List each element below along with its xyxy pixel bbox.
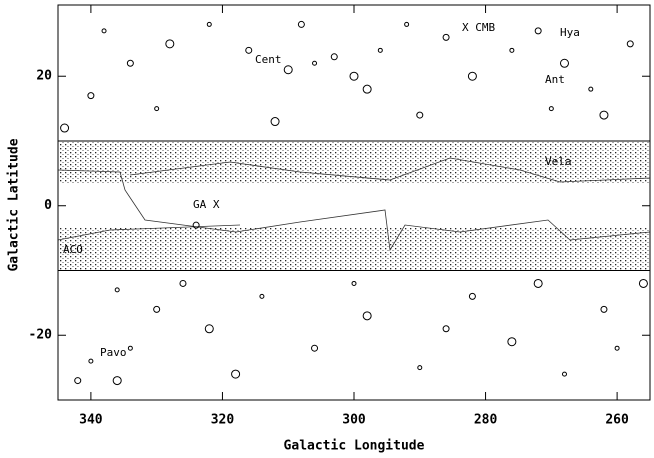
galaxy-point bbox=[231, 369, 241, 379]
y-tick-label: 20 bbox=[36, 69, 52, 84]
galaxy-point bbox=[548, 106, 554, 112]
galaxy-point bbox=[416, 111, 424, 119]
galaxy-point bbox=[533, 278, 543, 288]
galaxy-point bbox=[297, 20, 305, 28]
galaxy-point bbox=[468, 292, 476, 300]
annotation: Cent bbox=[255, 53, 282, 66]
annotation: Ant bbox=[545, 73, 565, 86]
galaxy-point bbox=[588, 86, 594, 92]
annotation: GA X bbox=[193, 198, 220, 211]
x-tick-label: 260 bbox=[605, 413, 629, 428]
galaxy-point bbox=[417, 365, 423, 371]
galaxy-point bbox=[153, 305, 161, 313]
galaxy-point bbox=[442, 33, 450, 41]
x-axis-label: Galactic Longitude bbox=[284, 439, 425, 454]
galaxy-point bbox=[127, 345, 133, 351]
galaxy-point bbox=[114, 287, 120, 293]
y-tick-label: -20 bbox=[29, 328, 53, 343]
galaxy-point bbox=[600, 305, 608, 313]
galaxy-point bbox=[362, 84, 372, 94]
galaxy-point bbox=[283, 65, 293, 75]
galaxy-point bbox=[112, 376, 122, 386]
annotation: Hya bbox=[560, 26, 580, 39]
galaxy-point bbox=[101, 28, 107, 34]
galaxy-point bbox=[311, 344, 319, 352]
dense-band bbox=[58, 228, 650, 270]
galaxy-point bbox=[206, 21, 212, 27]
galaxy-point bbox=[330, 53, 338, 61]
galaxy-point bbox=[467, 71, 477, 81]
galaxy-point bbox=[561, 371, 567, 377]
x-tick-label: 340 bbox=[79, 413, 103, 428]
galaxy-point bbox=[270, 117, 280, 127]
galaxy-point bbox=[312, 60, 318, 66]
galaxy-point bbox=[126, 59, 134, 67]
galaxy-point bbox=[349, 71, 359, 81]
galaxy-point bbox=[87, 92, 95, 100]
plot-frame bbox=[57, 4, 651, 401]
galaxy-point bbox=[509, 47, 515, 53]
dense-band bbox=[58, 141, 650, 183]
y-axis-label: Galactic Latitude bbox=[7, 138, 22, 271]
annotation: ACO bbox=[63, 243, 83, 256]
galaxy-point bbox=[154, 106, 160, 112]
annotation: X CMB bbox=[462, 21, 495, 34]
galaxy-point bbox=[88, 358, 94, 364]
galaxy-point bbox=[534, 27, 542, 35]
galaxy-point bbox=[507, 337, 517, 347]
galaxy-point bbox=[60, 123, 70, 133]
galaxy-point bbox=[559, 58, 569, 68]
x-tick-label: 320 bbox=[211, 413, 235, 428]
galaxy-point bbox=[404, 21, 410, 27]
galaxy-point bbox=[351, 280, 357, 286]
x-tick-label: 300 bbox=[342, 413, 366, 428]
galaxy-point bbox=[638, 278, 648, 288]
galaxy-point bbox=[245, 46, 253, 54]
galaxy-point bbox=[74, 377, 82, 385]
annotation: Vela bbox=[545, 155, 572, 168]
galaxy-point bbox=[614, 345, 620, 351]
galaxy-point bbox=[204, 324, 214, 334]
galaxy-point bbox=[599, 110, 609, 120]
galaxy-point bbox=[259, 293, 265, 299]
galaxy-point bbox=[442, 325, 450, 333]
contour bbox=[57, 157, 651, 252]
galaxy-point bbox=[179, 279, 187, 287]
galaxy-point bbox=[192, 221, 200, 229]
x-tick-label: 280 bbox=[474, 413, 498, 428]
galaxy-point bbox=[626, 40, 634, 48]
galaxy-point bbox=[362, 311, 372, 321]
annotation: Pavo bbox=[100, 346, 127, 359]
galaxy-point bbox=[377, 47, 383, 53]
y-tick-label: 0 bbox=[44, 198, 52, 213]
galaxy-point bbox=[165, 39, 175, 49]
